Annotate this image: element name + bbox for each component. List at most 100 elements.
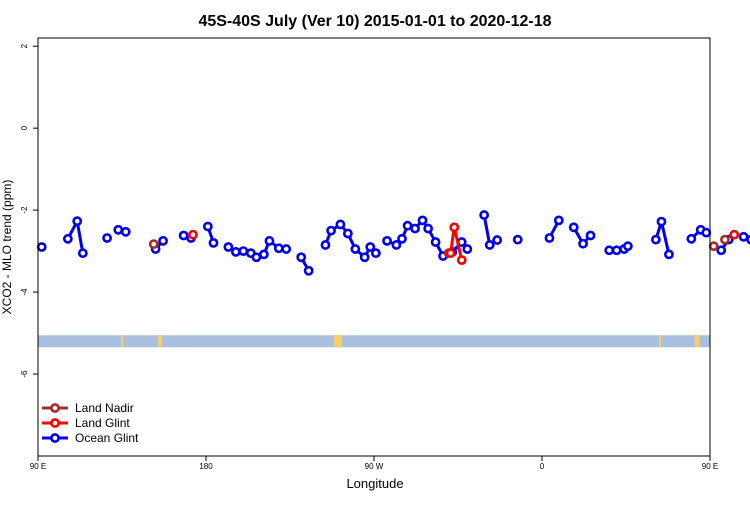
y-tick-label: 2 bbox=[20, 43, 29, 48]
data-point bbox=[178, 230, 189, 241]
data-point bbox=[568, 222, 579, 233]
data-point bbox=[449, 222, 460, 233]
data-point bbox=[148, 239, 159, 250]
data-point bbox=[365, 242, 376, 252]
data-point bbox=[456, 255, 467, 266]
series-land-glint bbox=[188, 222, 740, 266]
x-axis-label: Longitude bbox=[346, 476, 403, 491]
x-tick-label: 0 bbox=[540, 462, 545, 471]
data-point bbox=[611, 245, 622, 256]
x-axis: 90 E 180 90 W 0 90 E bbox=[30, 456, 718, 471]
data-point bbox=[417, 215, 428, 226]
data-point bbox=[230, 247, 241, 257]
data-point bbox=[746, 234, 750, 245]
data-point bbox=[738, 231, 749, 242]
data-point bbox=[479, 210, 490, 220]
data-point bbox=[77, 248, 88, 259]
data-point bbox=[223, 242, 234, 252]
series-layer bbox=[36, 210, 750, 276]
legend-marker bbox=[50, 433, 60, 443]
legend-item: Ocean Glint bbox=[42, 431, 139, 445]
y-axis-label: XCO2 - MLO trend (ppm) bbox=[0, 180, 14, 315]
legend-item: Land Glint bbox=[42, 416, 130, 430]
land-band-segment bbox=[334, 335, 342, 348]
data-point bbox=[686, 233, 697, 244]
data-point bbox=[462, 244, 473, 254]
data-point bbox=[656, 216, 667, 227]
land-band-segment bbox=[121, 335, 123, 348]
y-tick-label: -2 bbox=[20, 206, 29, 214]
data-point bbox=[281, 244, 292, 254]
x-tick-label: 180 bbox=[199, 462, 213, 471]
legend-marker bbox=[50, 403, 60, 413]
data-point bbox=[664, 249, 674, 260]
data-point bbox=[273, 243, 284, 254]
data-point bbox=[120, 226, 131, 237]
data-point bbox=[729, 229, 740, 240]
data-point bbox=[553, 215, 564, 226]
data-point bbox=[720, 234, 730, 245]
legend-marker bbox=[50, 418, 60, 428]
land-band-segment bbox=[694, 335, 700, 348]
data-point bbox=[208, 238, 219, 248]
data-point bbox=[335, 219, 346, 230]
ocean-land-band bbox=[38, 335, 710, 348]
ocean-band bbox=[38, 335, 710, 348]
y-tick-label: 0 bbox=[20, 125, 29, 130]
data-point bbox=[512, 234, 523, 245]
data-point bbox=[578, 238, 588, 249]
data-point bbox=[258, 249, 269, 260]
data-point bbox=[585, 230, 596, 241]
data-point bbox=[391, 240, 402, 250]
y-tick-label: -4 bbox=[20, 288, 29, 296]
data-point bbox=[264, 235, 275, 246]
series-segment bbox=[452, 226, 464, 261]
series-ocean-glint bbox=[36, 210, 750, 276]
legend-label: Land Nadir bbox=[75, 401, 134, 415]
series-segment bbox=[482, 214, 492, 246]
data-point bbox=[350, 244, 361, 254]
chart-title: 45S-40S July (Ver 10) 2015-01-01 to 2020… bbox=[198, 13, 551, 30]
data-point bbox=[397, 233, 407, 244]
data-point bbox=[326, 225, 336, 236]
data-point bbox=[410, 223, 420, 234]
legend-label: Land Glint bbox=[75, 416, 130, 430]
data-point bbox=[303, 265, 314, 276]
data-point bbox=[202, 221, 213, 232]
data-point bbox=[484, 240, 495, 250]
data-point bbox=[36, 242, 47, 252]
data-point bbox=[622, 241, 633, 252]
data-point bbox=[342, 228, 353, 239]
data-point bbox=[370, 248, 381, 259]
legend-label: Ocean Glint bbox=[75, 431, 139, 445]
land-band-segment bbox=[158, 335, 162, 348]
y-tick-label: -6 bbox=[20, 370, 29, 378]
data-point bbox=[102, 233, 112, 243]
data-point bbox=[701, 227, 712, 238]
data-point bbox=[113, 224, 124, 235]
data-point bbox=[423, 223, 434, 234]
y-axis: 2 0 -2 -4 -6 bbox=[20, 43, 38, 378]
legend-item: Land Nadir bbox=[42, 401, 134, 415]
data-point bbox=[492, 235, 503, 245]
series-segment bbox=[660, 221, 671, 255]
x-tick-label: 90 E bbox=[30, 462, 46, 471]
data-point bbox=[62, 233, 73, 244]
series-segment bbox=[75, 220, 85, 254]
data-point bbox=[708, 241, 719, 252]
data-point bbox=[72, 216, 83, 227]
data-point bbox=[296, 252, 307, 263]
data-point bbox=[251, 252, 262, 263]
data-point bbox=[544, 233, 555, 243]
data-point bbox=[238, 246, 249, 256]
data-point bbox=[650, 234, 661, 245]
data-point bbox=[188, 229, 198, 240]
land-band-segment bbox=[659, 335, 661, 348]
data-point bbox=[320, 240, 331, 250]
x-tick-label: 90 W bbox=[365, 462, 384, 471]
data-point bbox=[604, 245, 615, 256]
data-point bbox=[359, 252, 370, 263]
